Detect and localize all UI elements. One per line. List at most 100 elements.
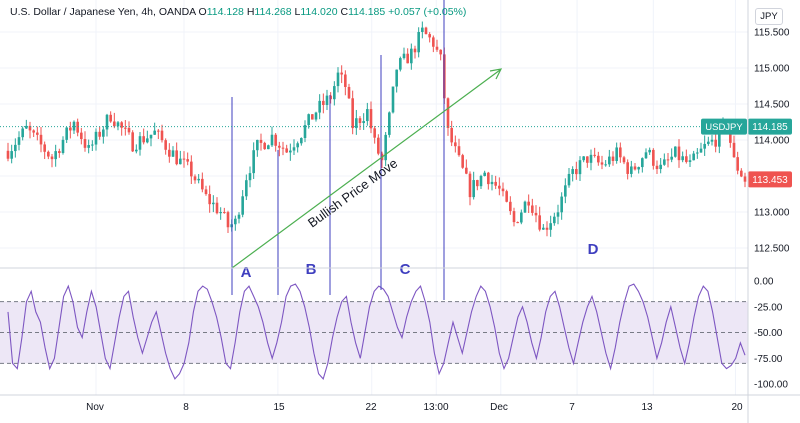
candle-body	[87, 145, 90, 148]
candle-body	[303, 125, 307, 139]
candle-body	[237, 214, 241, 219]
bullish-arrow-line	[231, 69, 501, 269]
time-tick-label: 15	[273, 402, 285, 413]
close-label: C	[340, 6, 349, 18]
bullish-arrow-head	[489, 68, 503, 80]
time-axis: Nov 8 15 22 13:00 Dec 7 13 20	[86, 402, 743, 413]
candle-body	[538, 215, 541, 230]
candle-body	[417, 31, 420, 53]
candle-body	[468, 173, 472, 198]
candle-body	[65, 127, 68, 140]
oscillator-axis: 0.00 -25.00 -50.00 -75.00 -100.00	[754, 277, 788, 391]
candle-body	[743, 176, 747, 182]
candle-body	[582, 156, 585, 161]
candle-body	[21, 128, 24, 138]
candle-body	[553, 216, 556, 224]
candle-body	[259, 139, 263, 143]
candle-body	[388, 112, 391, 135]
candle-body	[105, 114, 109, 130]
candle-body	[395, 69, 398, 87]
candle-body	[135, 149, 138, 152]
time-tick-label: Nov	[86, 402, 104, 413]
candle-body	[575, 169, 578, 175]
open-label: O	[198, 6, 207, 18]
candle-body	[516, 222, 519, 224]
candle-body	[648, 149, 651, 153]
candle-body	[72, 121, 76, 131]
current-price-label: 113.453	[752, 175, 788, 186]
price-badges: USDJPY 114.185 113.453	[0, 118, 792, 188]
candle-body	[633, 166, 637, 170]
candle-body	[142, 136, 145, 143]
oscillator-tick-label: -25.00	[754, 302, 783, 313]
symbol-title: U.S. Dollar / Japanese Yen, 4h, OANDA	[10, 6, 196, 18]
candle-body	[527, 201, 530, 206]
candle-body	[28, 125, 32, 131]
candle-body	[457, 146, 461, 156]
candle-body	[685, 156, 688, 162]
candle-body	[270, 134, 274, 146]
candle-body	[446, 98, 450, 128]
candle-body	[6, 150, 10, 159]
oscillator-band	[0, 301, 748, 364]
candle-body	[39, 134, 43, 145]
price-tick-label: 114.000	[754, 136, 790, 147]
candle-body	[362, 121, 365, 124]
candle-body	[641, 158, 644, 168]
candle-body	[589, 154, 593, 163]
candle-body	[160, 130, 164, 141]
candle-body	[248, 173, 252, 181]
open-value: 114.128	[206, 6, 244, 18]
candle-body	[413, 48, 417, 53]
candle-body	[201, 178, 204, 190]
candle-body	[373, 128, 376, 138]
symbol-header: U.S. Dollar / Japanese Yen, 4h, OANDA O1…	[10, 6, 466, 18]
candle-body	[256, 139, 259, 151]
candle-body	[190, 161, 193, 177]
candle-body	[36, 132, 39, 135]
candle-body	[406, 53, 409, 64]
time-tick-label: 13	[641, 402, 653, 413]
candle-body	[663, 159, 666, 165]
candle-body	[289, 150, 292, 153]
candle-body	[534, 212, 538, 216]
candle-body	[666, 159, 670, 161]
time-tick-label: 20	[731, 402, 743, 413]
candle-body	[692, 153, 695, 161]
candle-body	[241, 196, 244, 215]
candle-body	[509, 201, 512, 212]
candle-body	[333, 86, 336, 100]
candle-body	[281, 147, 285, 149]
candle-body	[58, 151, 61, 153]
candle-body	[43, 144, 46, 152]
currency-button-label: JPY	[760, 11, 778, 22]
candle-body	[252, 150, 255, 174]
candle-body	[193, 176, 197, 181]
candle-body	[714, 139, 717, 147]
time-tick-label: 7	[569, 402, 575, 413]
candle-body	[593, 154, 596, 156]
candle-body	[351, 98, 354, 129]
candle-body	[523, 201, 527, 213]
candle-body	[10, 151, 13, 159]
candle-body	[120, 122, 123, 128]
candle-body	[296, 143, 299, 148]
time-tick-label: 22	[365, 402, 377, 413]
candle-body	[520, 212, 523, 223]
currency-button[interactable]: JPY	[755, 8, 783, 25]
candle-body	[109, 114, 112, 122]
time-tick-label: 13:00	[423, 402, 448, 413]
candle-body	[399, 58, 402, 70]
oscillator-tick-label: -75.00	[754, 354, 783, 365]
candle-body	[32, 130, 35, 133]
candle-body	[703, 143, 706, 149]
candles-group	[6, 21, 747, 237]
last-price-badge	[748, 118, 792, 135]
candle-body	[549, 223, 552, 230]
candle-body	[76, 121, 79, 133]
candle-body	[402, 53, 406, 59]
candle-body	[644, 152, 648, 159]
candle-body	[707, 141, 710, 144]
candle-body	[168, 149, 171, 157]
candle-body	[487, 172, 490, 185]
